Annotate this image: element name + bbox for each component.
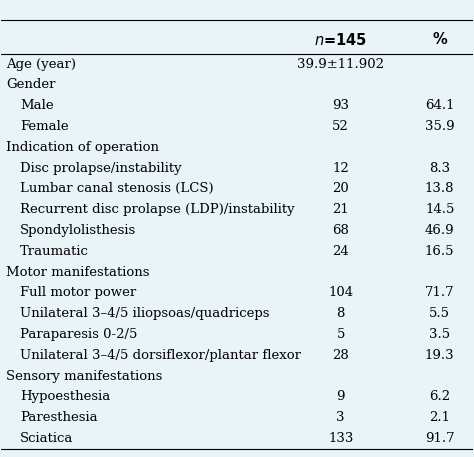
Text: 71.7: 71.7 [425,286,455,299]
Text: Female: Female [20,120,69,133]
Text: 21: 21 [332,203,349,216]
Text: 93: 93 [332,99,349,112]
Text: Motor manifestations: Motor manifestations [6,266,150,278]
Text: 6.2: 6.2 [429,390,450,403]
Text: 13.8: 13.8 [425,182,455,195]
Text: Disc prolapse/instability: Disc prolapse/instability [20,161,182,175]
Text: Hypoesthesia: Hypoesthesia [20,390,110,403]
Text: 20: 20 [332,182,349,195]
Text: 3: 3 [337,411,345,424]
Text: Traumatic: Traumatic [20,244,89,258]
Text: 91.7: 91.7 [425,432,455,445]
Text: Spondylolisthesis: Spondylolisthesis [20,224,137,237]
Text: 39.9±11.902: 39.9±11.902 [297,58,384,70]
Text: 9: 9 [337,390,345,403]
Text: 64.1: 64.1 [425,99,455,112]
Text: Gender: Gender [6,78,55,91]
Text: 24: 24 [332,244,349,258]
Text: Lumbar canal stenosis (LCS): Lumbar canal stenosis (LCS) [20,182,214,195]
Text: Male: Male [20,99,54,112]
Text: %: % [432,32,447,48]
Text: Sciatica: Sciatica [20,432,73,445]
Text: Indication of operation: Indication of operation [6,141,159,154]
Text: 46.9: 46.9 [425,224,455,237]
Text: 133: 133 [328,432,353,445]
Text: Unilateral 3–4/5 iliopsoas/quadriceps: Unilateral 3–4/5 iliopsoas/quadriceps [20,307,270,320]
Text: Recurrent disc prolapse (LDP)/instability: Recurrent disc prolapse (LDP)/instabilit… [20,203,295,216]
Text: 19.3: 19.3 [425,349,455,361]
Text: Paresthesia: Paresthesia [20,411,98,424]
Text: 3.5: 3.5 [429,328,450,341]
Text: 104: 104 [328,286,353,299]
Text: Unilateral 3–4/5 dorsiflexor/plantar flexor: Unilateral 3–4/5 dorsiflexor/plantar fle… [20,349,301,361]
Text: 14.5: 14.5 [425,203,454,216]
Text: 12: 12 [332,161,349,175]
Text: 8.3: 8.3 [429,161,450,175]
Text: 35.9: 35.9 [425,120,455,133]
Text: 5.5: 5.5 [429,307,450,320]
Text: Paraparesis 0-2/5: Paraparesis 0-2/5 [20,328,137,341]
Text: 16.5: 16.5 [425,244,455,258]
Text: 28: 28 [332,349,349,361]
Text: 68: 68 [332,224,349,237]
Text: 2.1: 2.1 [429,411,450,424]
Text: Sensory manifestations: Sensory manifestations [6,370,163,383]
Text: 5: 5 [337,328,345,341]
Text: 8: 8 [337,307,345,320]
Text: Full motor power: Full motor power [20,286,137,299]
Text: 52: 52 [332,120,349,133]
Text: Age (year): Age (year) [6,58,76,70]
Text: $\mathit{n}$=145: $\mathit{n}$=145 [314,32,367,48]
